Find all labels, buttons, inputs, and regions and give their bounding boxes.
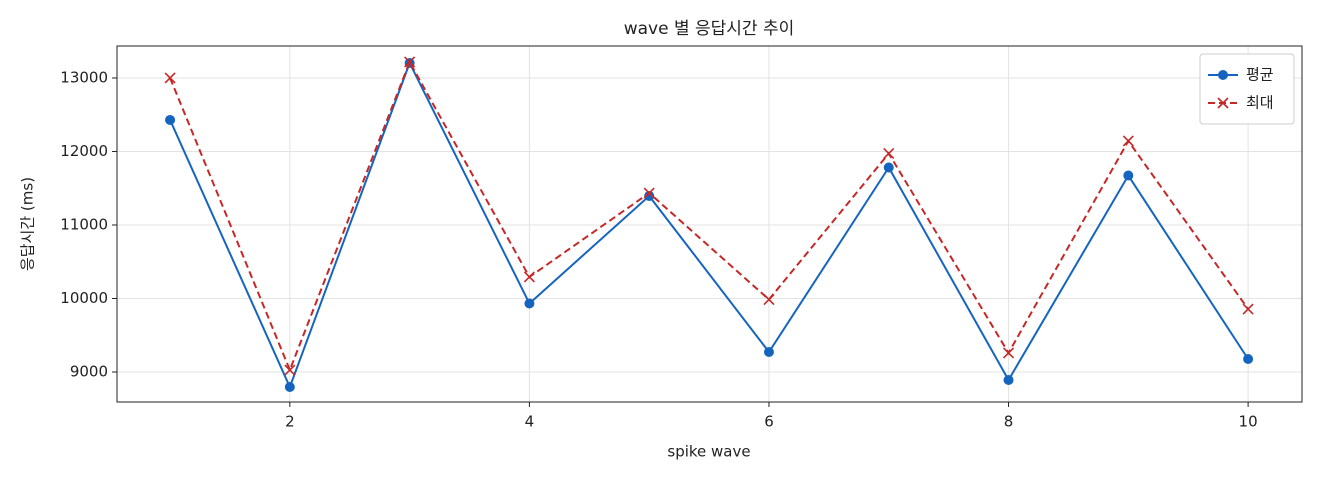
series-line bbox=[169, 60, 1249, 390]
legend-marker bbox=[1217, 97, 1229, 109]
point bbox=[1003, 375, 1014, 386]
point bbox=[883, 147, 895, 160]
point bbox=[883, 162, 894, 173]
point bbox=[165, 114, 176, 125]
x-axis-label: spike wave bbox=[667, 443, 750, 461]
legend-marker bbox=[1218, 70, 1228, 80]
point bbox=[1122, 135, 1134, 147]
series-line bbox=[169, 59, 1249, 373]
point bbox=[763, 347, 774, 358]
point bbox=[763, 293, 775, 306]
y-tick-label: 9000 bbox=[70, 363, 108, 381]
point bbox=[1123, 170, 1134, 181]
point bbox=[1243, 353, 1254, 364]
x-tick-label: 2 bbox=[285, 413, 295, 431]
point bbox=[404, 56, 416, 68]
point bbox=[284, 364, 296, 376]
x-tick-label: 8 bbox=[1004, 413, 1014, 431]
point bbox=[523, 271, 535, 283]
point bbox=[524, 298, 535, 309]
legend-label: 최대 bbox=[1246, 94, 1274, 112]
legend-label: 평균 bbox=[1246, 66, 1274, 84]
plot-frame bbox=[116, 45, 1303, 403]
y-tick-label: 11000 bbox=[60, 215, 108, 233]
x-tick-label: 4 bbox=[525, 413, 535, 431]
legend-box bbox=[1199, 53, 1295, 125]
chart-title: wave 별 응답시간 추이 bbox=[624, 19, 795, 39]
y-axis-label: 응답시간 (ms) bbox=[19, 177, 37, 271]
point bbox=[164, 72, 176, 84]
point bbox=[644, 190, 655, 201]
point bbox=[1002, 347, 1015, 359]
point bbox=[284, 382, 295, 393]
point bbox=[643, 187, 655, 199]
y-tick-label: 12000 bbox=[60, 142, 108, 160]
x-tick-label: 6 bbox=[764, 413, 774, 431]
y-tick-label: 10000 bbox=[60, 289, 108, 307]
x-tick-label: 10 bbox=[1239, 413, 1258, 431]
point bbox=[1242, 303, 1254, 315]
y-tick-label: 13000 bbox=[60, 68, 108, 86]
